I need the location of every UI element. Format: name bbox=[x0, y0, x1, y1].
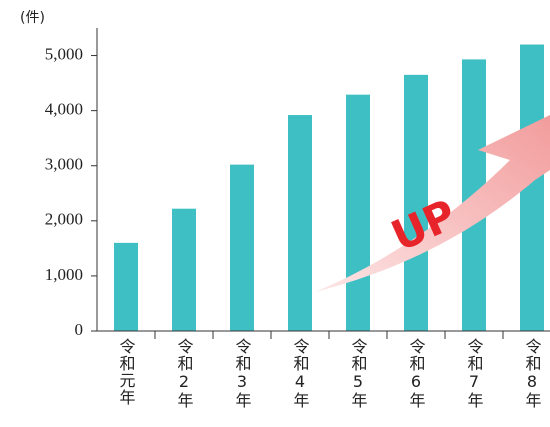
bar bbox=[114, 242, 138, 331]
x-tick-label: 令和4年 bbox=[291, 338, 310, 409]
x-tick-label: 令和8年 bbox=[523, 338, 542, 409]
x-tick-label: 令和5年 bbox=[349, 338, 368, 409]
bar bbox=[230, 164, 254, 331]
x-tick-label: 令和6年 bbox=[407, 338, 426, 409]
bar bbox=[288, 115, 312, 331]
y-tick-label: 2,000 bbox=[45, 210, 83, 229]
x-tick-label: 令和3年 bbox=[233, 338, 252, 409]
y-tick-label: 1,000 bbox=[45, 265, 83, 284]
bar bbox=[172, 208, 196, 331]
y-tick-label: 3,000 bbox=[45, 155, 83, 174]
y-tick-label: 5,000 bbox=[45, 44, 83, 63]
up-arrow bbox=[315, 115, 550, 292]
y-tick-label: 0 bbox=[75, 320, 84, 339]
unit-label: (件) bbox=[20, 10, 45, 26]
y-tick-label: 4,000 bbox=[45, 100, 83, 119]
bar bbox=[346, 94, 370, 331]
x-tick-label: 令和2年 bbox=[175, 338, 194, 409]
x-tick-label: 令和元年 bbox=[117, 338, 136, 406]
x-tick-label: 令和7年 bbox=[465, 338, 484, 409]
bar bbox=[404, 74, 428, 331]
